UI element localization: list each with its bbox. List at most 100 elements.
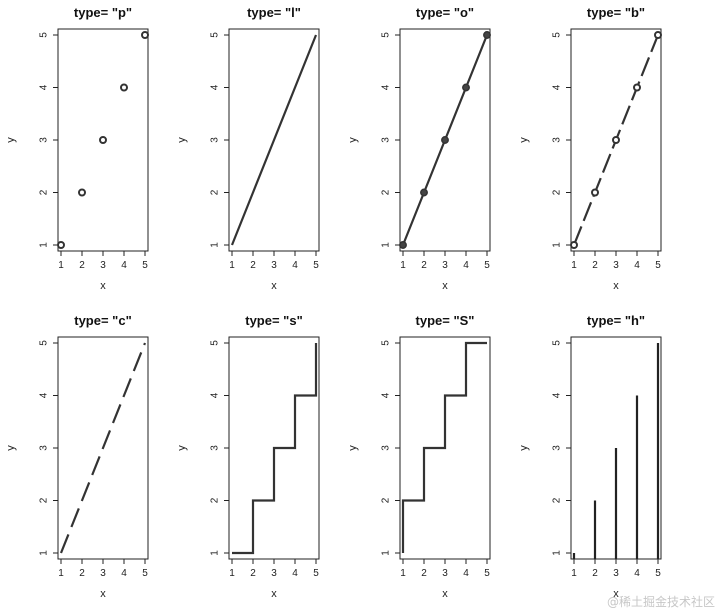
data-point (591, 188, 599, 197)
x-tick-label: 3 (271, 260, 277, 271)
x-tick-label: 1 (229, 260, 235, 271)
x-tick-label: 5 (142, 260, 148, 271)
y-tick-label: 4 (552, 392, 563, 398)
x-tick-label: 3 (100, 260, 106, 271)
data-point (570, 241, 578, 249)
plot-title: type= "l" (247, 5, 301, 20)
y-axis-label: y (347, 445, 359, 451)
panel-7: type= "S" 1 2 3 4 5 1 2 3 4 5 x y (347, 313, 491, 600)
data-point (57, 241, 65, 249)
x-axis-label: x (613, 588, 619, 600)
plot-title: type= "p" (74, 5, 132, 20)
y-tick-label: 4 (381, 392, 392, 398)
y-tick-label: 5 (39, 32, 50, 38)
data-point (654, 31, 662, 39)
y-axis-label: y (176, 445, 188, 451)
y-tick-label: 2 (381, 189, 392, 195)
x-tick-label: 4 (463, 260, 469, 271)
y-tick-label: 3 (39, 445, 50, 451)
panel-3: type= "o" 1 2 3 4 5 1 2 3 4 5 x y (347, 5, 491, 292)
data-point (78, 188, 86, 197)
data-point (612, 136, 620, 144)
step-line (401, 341, 487, 553)
x-tick-label: 1 (571, 260, 577, 271)
panel-5: type= "c" 1 2 3 4 5 1 2 3 4 5 x y (5, 313, 149, 600)
x-tick-label: 3 (613, 568, 619, 579)
x-tick-label: 5 (655, 568, 661, 579)
x-tick-label: 2 (592, 568, 598, 579)
y-tick-label: 2 (210, 189, 221, 195)
data-point (633, 83, 641, 92)
watermark: @稀土掘金技术社区 (606, 595, 715, 609)
y-axis-label: y (176, 137, 188, 143)
x-tick-label: 3 (100, 568, 106, 579)
panel-4: type= "b" 1 2 3 4 5 1 2 3 4 5 x y (518, 5, 662, 292)
x-tick-label: 1 (400, 260, 406, 271)
y-tick-label: 2 (39, 497, 50, 503)
x-tick-label: 4 (634, 260, 640, 271)
y-tick-label: 4 (210, 84, 221, 90)
y-axis-label: y (5, 445, 17, 451)
x-tick-label: 1 (58, 260, 64, 271)
x-tick-label: 2 (592, 260, 598, 271)
x-tick-label: 1 (571, 568, 577, 579)
x-tick-label: 2 (79, 260, 85, 271)
x-tick-label: 5 (655, 260, 661, 271)
y-tick-label: 2 (552, 189, 563, 195)
y-tick-label: 5 (210, 340, 221, 346)
x-tick-label: 5 (484, 260, 490, 271)
x-tick-label: 1 (400, 568, 406, 579)
x-tick-label: 5 (484, 568, 490, 579)
plot-title: type= "c" (74, 313, 132, 328)
y-tick-label: 3 (210, 137, 221, 143)
x-tick-label: 1 (58, 568, 64, 579)
x-tick-label: 4 (292, 260, 298, 271)
y-tick-label: 4 (552, 84, 563, 90)
panel-6: type= "s" 1 2 3 4 5 1 2 3 4 5 x y (176, 313, 320, 600)
x-tick-label: 2 (421, 260, 427, 271)
x-tick-label: 4 (634, 568, 640, 579)
x-axis-label: x (613, 280, 619, 292)
y-tick-label: 1 (210, 242, 221, 248)
y-tick-label: 4 (210, 392, 221, 398)
y-tick-label: 1 (552, 550, 563, 556)
plot-title: type= "S" (416, 313, 475, 328)
step-line (232, 343, 318, 555)
x-axis-label: x (442, 280, 448, 292)
x-tick-label: 5 (313, 568, 319, 579)
x-tick-label: 2 (79, 568, 85, 579)
panel-1: type= "p" 1 2 3 4 5 1 2 3 4 5 x y (5, 5, 149, 292)
x-axis-label: x (442, 588, 448, 600)
x-tick-label: 1 (229, 568, 235, 579)
y-tick-label: 4 (39, 84, 50, 90)
y-tick-label: 5 (210, 32, 221, 38)
y-tick-label: 4 (381, 84, 392, 90)
y-tick-label: 1 (381, 242, 392, 248)
panel-8: type= "h" 1 2 3 4 5 1 2 3 4 5 x y (518, 313, 662, 600)
x-tick-label: 4 (292, 568, 298, 579)
x-tick-label: 5 (142, 568, 148, 579)
y-tick-label: 4 (39, 392, 50, 398)
data-point (483, 31, 491, 39)
data-point (399, 241, 407, 249)
y-tick-label: 5 (381, 32, 392, 38)
y-tick-label: 2 (381, 497, 392, 503)
y-tick-label: 3 (210, 445, 221, 451)
x-tick-label: 3 (271, 568, 277, 579)
y-axis-label: y (347, 137, 359, 143)
y-tick-label: 3 (39, 137, 50, 143)
y-tick-label: 1 (552, 242, 563, 248)
data-point (462, 83, 470, 92)
plot-title: type= "h" (587, 313, 645, 328)
y-tick-label: 3 (381, 137, 392, 143)
data-point (120, 83, 128, 92)
y-tick-label: 2 (210, 497, 221, 503)
y-tick-label: 5 (381, 340, 392, 346)
y-tick-label: 3 (552, 137, 563, 143)
y-tick-label: 5 (552, 32, 563, 38)
x-axis-label: x (271, 588, 277, 600)
data-point (99, 136, 107, 144)
y-tick-label: 3 (381, 445, 392, 451)
y-axis-label: y (518, 445, 530, 451)
